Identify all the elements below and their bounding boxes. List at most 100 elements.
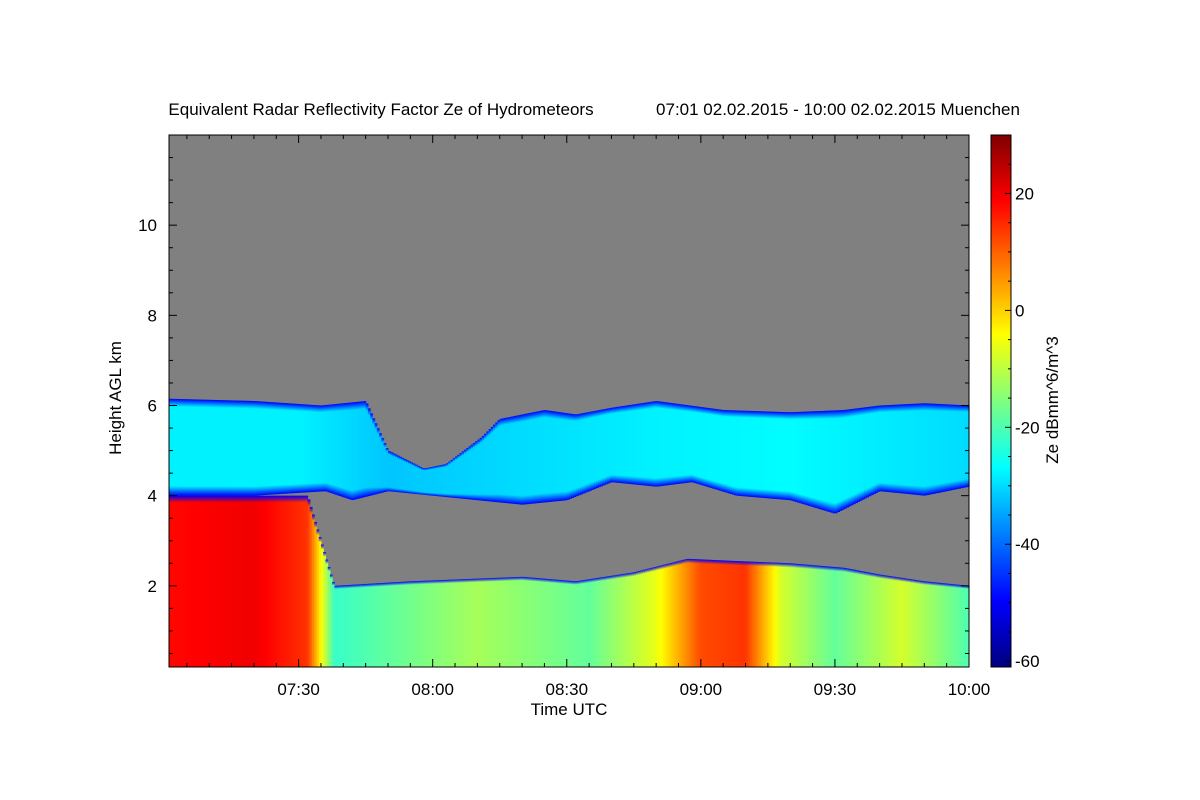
layer-column — [307, 499, 311, 667]
layer-column — [881, 575, 885, 667]
colorbar-ticks: 20 0 -20 -40 -60 — [1005, 134, 1040, 671]
layer-column — [962, 585, 966, 667]
layer-column — [922, 403, 925, 496]
layer-column — [577, 413, 581, 496]
layer-column — [817, 411, 820, 509]
layer-column — [376, 583, 380, 667]
layer-column — [946, 583, 950, 667]
layer-column — [316, 405, 320, 492]
layer-column — [584, 579, 588, 667]
layer-column — [256, 495, 259, 667]
layer-column — [204, 495, 208, 667]
layer-column — [779, 562, 782, 667]
layer-column — [253, 495, 257, 667]
layer-column — [571, 414, 575, 498]
layer-column — [236, 495, 239, 667]
layer-column — [814, 565, 818, 667]
layer-column — [209, 495, 213, 667]
layer-column — [694, 406, 697, 484]
layer-column — [338, 585, 342, 667]
layer-column — [812, 565, 816, 667]
layer-column — [622, 405, 626, 484]
layer-column — [754, 561, 758, 667]
layer-column — [926, 581, 930, 667]
layer-column — [403, 459, 407, 493]
colorbar-label: Ze dBmm^6/m^3 — [1043, 336, 1062, 463]
layer-column — [931, 582, 934, 667]
layer-column — [510, 416, 514, 504]
layer-column — [566, 580, 570, 667]
layer-column — [227, 495, 230, 667]
layer-column — [899, 404, 903, 494]
layer-column — [515, 415, 519, 505]
layer-column — [173, 398, 177, 496]
layer-column — [792, 412, 796, 502]
layer-column — [783, 412, 787, 500]
layer-column — [499, 418, 503, 503]
layer-column — [709, 559, 713, 667]
layer-column — [729, 410, 733, 494]
layer-column — [606, 408, 610, 484]
layer-column — [555, 579, 559, 667]
layer-column — [408, 581, 411, 667]
layer-column — [269, 495, 273, 667]
layer-column — [939, 404, 943, 493]
layer-column — [872, 573, 876, 667]
layer-column — [274, 495, 277, 667]
layer-column — [942, 583, 946, 667]
layer-column — [526, 413, 530, 505]
layer-column — [202, 399, 206, 496]
layer-column — [414, 581, 418, 667]
layer-column — [381, 438, 385, 493]
layer-column — [893, 576, 896, 667]
layer-column — [405, 581, 409, 667]
layer-column — [901, 578, 905, 667]
layer-column — [461, 579, 465, 667]
layer-column — [866, 572, 870, 667]
layer-column — [236, 400, 239, 496]
layer-column — [562, 580, 566, 667]
layer-column — [922, 581, 925, 667]
layer-column — [548, 579, 552, 667]
layer-column — [551, 579, 554, 667]
layer-column — [191, 495, 195, 667]
layer-column — [850, 569, 854, 667]
layer-column — [569, 413, 572, 499]
layer-column — [267, 495, 271, 667]
layer-column — [725, 560, 729, 667]
layer-column — [394, 582, 398, 667]
y-tick-label: 6 — [148, 397, 157, 416]
layer-column — [533, 412, 537, 504]
layer-column — [419, 466, 423, 495]
layer-column — [651, 567, 655, 667]
layer-column — [443, 579, 447, 667]
layer-column — [229, 400, 233, 496]
layer-column — [703, 407, 706, 486]
layer-column — [886, 575, 890, 667]
layer-column — [935, 403, 939, 494]
layer-column — [370, 413, 373, 496]
layer-column — [316, 529, 320, 667]
y-axis-ticks: 2 4 6 8 10 — [138, 157, 969, 654]
layer-column — [687, 405, 691, 483]
layer-column — [428, 467, 432, 496]
layer-column — [647, 568, 651, 667]
layer-column — [573, 414, 577, 498]
x-axis-ticks: 07:30 08:00 08:30 09:00 09:30 10:00 — [186, 135, 990, 699]
layer-column — [832, 410, 836, 514]
layer-column — [457, 454, 461, 499]
layer-column — [258, 401, 262, 496]
layer-column — [318, 405, 322, 492]
layer-column — [577, 580, 581, 667]
layer-column — [928, 403, 932, 495]
layer-column — [405, 460, 409, 494]
layer-column — [861, 571, 865, 667]
layer-column — [810, 565, 814, 667]
layer-column — [169, 398, 172, 496]
layer-column — [781, 562, 785, 667]
layer-column — [448, 461, 452, 498]
layer-column — [747, 410, 751, 497]
layer-column — [224, 495, 228, 667]
layer-column — [718, 409, 722, 491]
layer-column — [564, 413, 568, 501]
